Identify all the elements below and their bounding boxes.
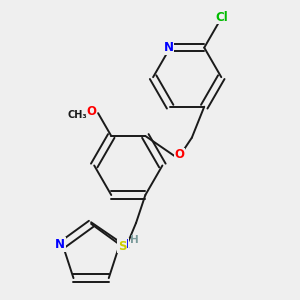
Text: H: H	[130, 235, 139, 245]
Text: Cl: Cl	[215, 11, 228, 24]
Text: O: O	[174, 148, 184, 161]
Text: S: S	[118, 240, 126, 253]
Text: N: N	[55, 238, 65, 251]
Text: N: N	[119, 238, 129, 251]
Text: CH₃: CH₃	[67, 110, 87, 120]
Text: N: N	[164, 41, 174, 54]
Text: O: O	[86, 105, 96, 118]
